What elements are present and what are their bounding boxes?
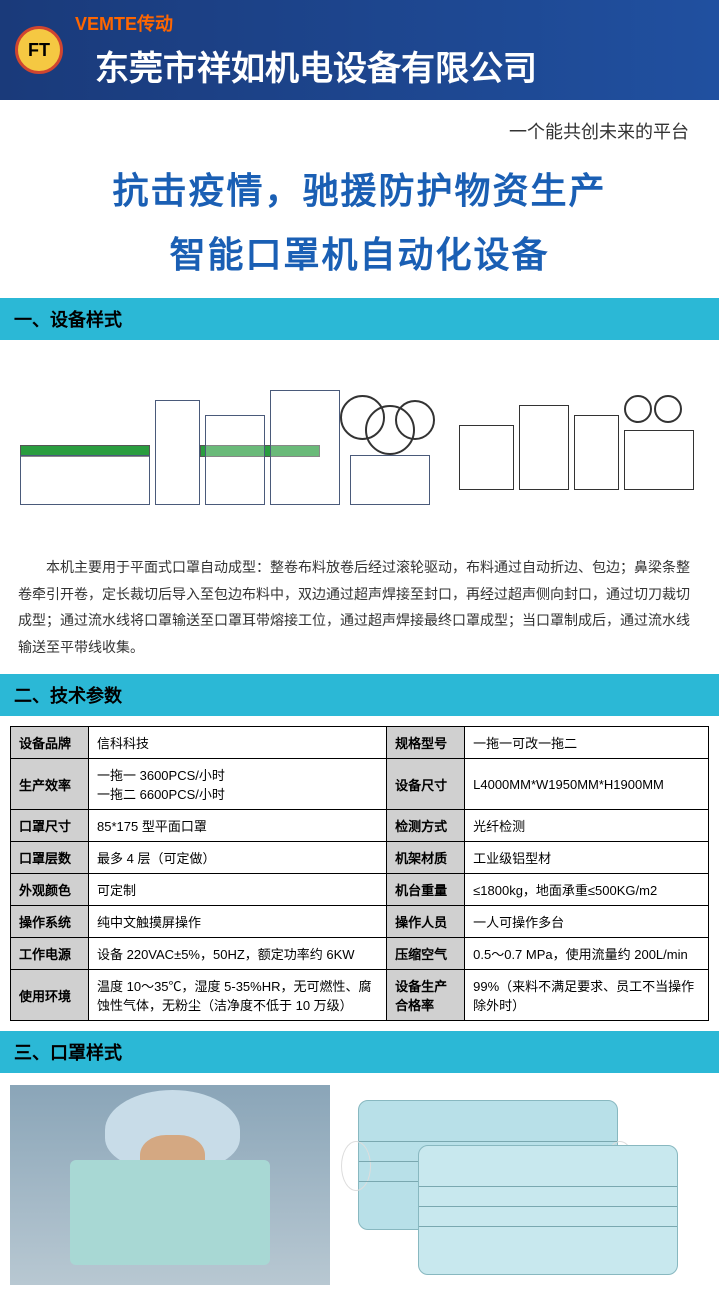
spec-value: 99%（来料不满足要求、员工不当操作除外时） xyxy=(465,970,709,1021)
spec-value: 一人可操作多台 xyxy=(465,906,709,938)
specs-table: 设备品牌信科科技规格型号一拖一可改一拖二生产效率一拖一 3600PCS/小时 一… xyxy=(10,726,709,1021)
page-header: FT VEMTE传动 东莞市祥如机电设备有限公司 xyxy=(0,0,719,100)
spec-label: 检测方式 xyxy=(387,810,465,842)
title-line-1: 抗击疫情，驰援防护物资生产 xyxy=(20,162,699,214)
company-name: 东莞市祥如机电设备有限公司 xyxy=(95,41,537,90)
title-line-2: 智能口罩机自动化设备 xyxy=(20,226,699,278)
brand-name: VEMTE传动 xyxy=(75,10,537,36)
spec-label: 设备尺寸 xyxy=(387,759,465,810)
spec-label: 操作人员 xyxy=(387,906,465,938)
machine-description: 本机主要用于平面式口罩自动成型：整卷布料放卷后经过滚轮驱动，布料通过自动折边、包… xyxy=(0,540,719,674)
spec-value: 纯中文触摸屏操作 xyxy=(89,906,387,938)
table-row: 工作电源设备 220VAC±5%，50HZ，额定功率约 6KW压缩空气0.5～0… xyxy=(11,938,709,970)
spec-label: 设备品牌 xyxy=(11,727,89,759)
spec-label: 压缩空气 xyxy=(387,938,465,970)
spec-label: 口罩尺寸 xyxy=(11,810,89,842)
spec-value: L4000MM*W1950MM*H1900MM xyxy=(465,759,709,810)
mask-wearing-photo xyxy=(10,1085,330,1285)
table-row: 生产效率一拖一 3600PCS/小时 一拖二 6600PCS/小时设备尺寸L40… xyxy=(11,759,709,810)
platform-tagline: 一个能共创未来的平台 xyxy=(0,100,719,152)
spec-value: 可定制 xyxy=(89,874,387,906)
spec-label: 使用环境 xyxy=(11,970,89,1021)
spec-value: 工业级铝型材 xyxy=(465,842,709,874)
spec-value: 设备 220VAC±5%，50HZ，额定功率约 6KW xyxy=(89,938,387,970)
company-logo: FT xyxy=(15,26,63,74)
mask-samples xyxy=(0,1073,719,1297)
table-row: 使用环境温度 10～35℃，湿度 5-35%HR，无可燃性、腐蚀性气体，无粉尘（… xyxy=(11,970,709,1021)
table-row: 设备品牌信科科技规格型号一拖一可改一拖二 xyxy=(11,727,709,759)
spec-value: ≤1800kg，地面承重≤500KG/m2 xyxy=(465,874,709,906)
machine-diagram xyxy=(0,340,719,540)
spec-value: 85*175 型平面口罩 xyxy=(89,810,387,842)
section-header-3: 三、口罩样式 xyxy=(0,1031,719,1073)
section-header-2: 二、技术参数 xyxy=(0,674,719,716)
spec-label: 口罩层数 xyxy=(11,842,89,874)
spec-label: 设备生产合格率 xyxy=(387,970,465,1021)
machine-line-diagram xyxy=(459,375,699,505)
table-row: 操作系统纯中文触摸屏操作操作人员一人可操作多台 xyxy=(11,906,709,938)
spec-value: 一拖一可改一拖二 xyxy=(465,727,709,759)
spec-label: 外观颜色 xyxy=(11,874,89,906)
spec-label: 工作电源 xyxy=(11,938,89,970)
spec-value: 一拖一 3600PCS/小时 一拖二 6600PCS/小时 xyxy=(89,759,387,810)
header-text: VEMTE传动 东莞市祥如机电设备有限公司 xyxy=(75,10,537,90)
content-area: 一个能共创未来的平台 抗击疫情，驰援防护物资生产 智能口罩机自动化设备 一、设备… xyxy=(0,100,719,1297)
spec-label: 机台重量 xyxy=(387,874,465,906)
section-header-1: 一、设备样式 xyxy=(0,298,719,340)
spec-value: 光纤检测 xyxy=(465,810,709,842)
spec-label: 操作系统 xyxy=(11,906,89,938)
spec-label: 机架材质 xyxy=(387,842,465,874)
spec-value: 最多 4 层（可定做） xyxy=(89,842,387,874)
spec-label: 生产效率 xyxy=(11,759,89,810)
mask-product-photo xyxy=(348,1085,688,1285)
spec-label: 规格型号 xyxy=(387,727,465,759)
spec-value: 0.5～0.7 MPa，使用流量约 200L/min xyxy=(465,938,709,970)
table-row: 口罩层数最多 4 层（可定做）机架材质工业级铝型材 xyxy=(11,842,709,874)
title-block: 抗击疫情，驰援防护物资生产 智能口罩机自动化设备 xyxy=(0,152,719,298)
spec-value: 信科科技 xyxy=(89,727,387,759)
table-row: 口罩尺寸85*175 型平面口罩检测方式光纤检测 xyxy=(11,810,709,842)
logo-text: FT xyxy=(28,40,50,61)
machine-color-diagram xyxy=(20,360,440,520)
spec-value: 温度 10～35℃，湿度 5-35%HR，无可燃性、腐蚀性气体，无粉尘（洁净度不… xyxy=(89,970,387,1021)
table-row: 外观颜色可定制机台重量≤1800kg，地面承重≤500KG/m2 xyxy=(11,874,709,906)
